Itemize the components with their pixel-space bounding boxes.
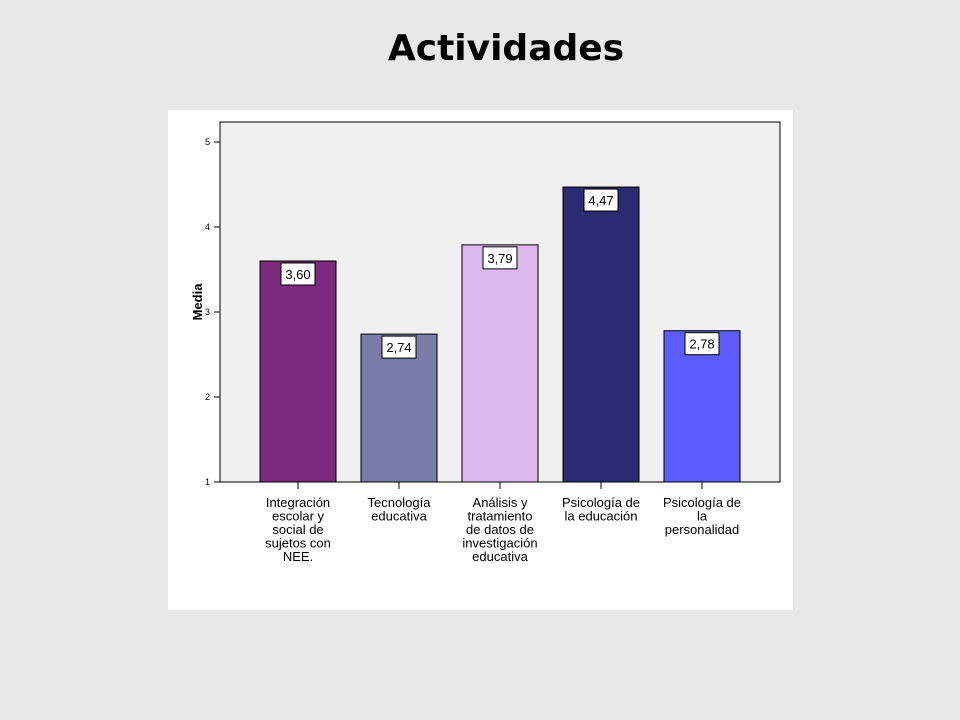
- data-label: 3,60: [285, 267, 310, 282]
- bar: [562, 186, 640, 483]
- x-tick-label: Tecnología educativa: [368, 495, 432, 524]
- bar-chart: 3,60 2,74 3,79 4,47 2,78 1 2 3 4 5 Integración es…: [190, 121, 781, 564]
- chart-panel: 3,60 2,74 3,79 4,47 2,78 1 2 3 4 5 Integración es…: [168, 110, 793, 610]
- bars-layer: 3,60 2,74 3,79 4,47 2,78: [259, 186, 741, 483]
- bar: [461, 244, 539, 483]
- data-label: 4,47: [588, 193, 613, 208]
- data-label: 2,74: [386, 340, 411, 355]
- y-tick-label: 2: [205, 392, 210, 402]
- x-tick-label: Análisis y tratamiento de datos de investig…: [462, 495, 537, 564]
- bar: [663, 330, 741, 483]
- y-tick-label: 4: [205, 222, 210, 232]
- x-tick-label: Psicología de la educación: [562, 495, 640, 524]
- data-label-box: [280, 262, 316, 286]
- x-tick-label: Integración escolar y social de sujetos con…: [265, 495, 331, 564]
- data-label-box: [583, 188, 619, 212]
- slide-title: Actividades: [387, 28, 625, 69]
- bar: [259, 260, 337, 483]
- x-tick-label: Psicología de la personalidad: [663, 495, 741, 537]
- data-label: 2,78: [689, 337, 714, 352]
- data-label-box: [684, 332, 720, 356]
- y-axis-label: Media: [190, 283, 205, 321]
- data-label-box: [381, 335, 417, 359]
- y-tick-label: 1: [205, 477, 210, 487]
- y-tick-label: 3: [205, 307, 210, 317]
- x-axis: Integración escolar y social de sujetos con…: [265, 482, 741, 564]
- data-label: 3,79: [487, 251, 512, 266]
- data-label-box: [482, 246, 518, 270]
- y-axis: 1 2 3 4 5: [205, 137, 221, 487]
- y-tick-label: 5: [205, 137, 210, 147]
